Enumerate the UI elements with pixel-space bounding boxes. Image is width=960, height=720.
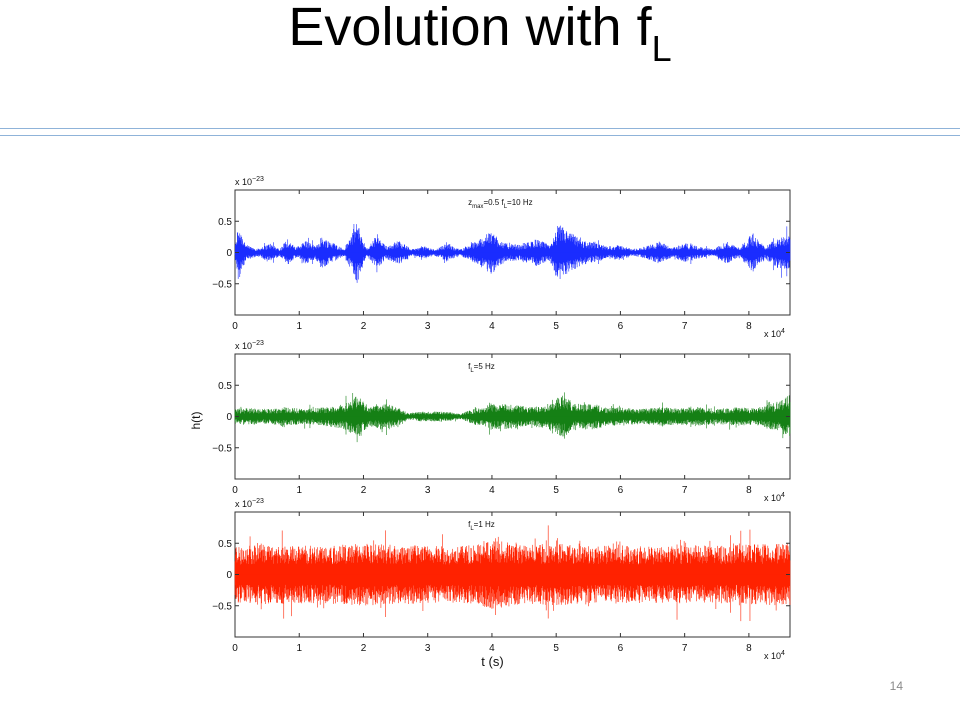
x-tick-label: 1 xyxy=(296,485,302,496)
y-exponent-label: x 10−23 xyxy=(235,176,264,187)
x-tick-label: 5 xyxy=(553,485,559,496)
x-tick-label: 2 xyxy=(361,321,367,332)
y-tick-label: 0 xyxy=(226,248,232,259)
chart-panel-1: 0.5 0 −0.5 0 1 2 3 4 5 6 7 8 x 10−23 x 104 zmax=0.5 fL… xyxy=(212,176,791,339)
y-tick-label: 0.5 xyxy=(218,381,232,392)
x-tick-label: 3 xyxy=(425,485,431,496)
title-subscript: L xyxy=(651,28,672,69)
title-divider-top xyxy=(0,128,960,129)
series-annotation: fL=1 Hz xyxy=(468,520,495,532)
y-exponent-label: x 10−23 xyxy=(235,498,264,509)
x-tick-label: 8 xyxy=(746,643,752,654)
x-tick-label: 8 xyxy=(746,485,752,496)
y-tick-label: −0.5 xyxy=(212,443,232,454)
x-tick-label: 0 xyxy=(232,321,238,332)
x-tick-label: 5 xyxy=(553,321,559,332)
x-tick-label: 6 xyxy=(618,321,624,332)
y-exponent-label: x 10−23 xyxy=(235,340,264,351)
x-tick-label: 5 xyxy=(553,643,559,654)
x-exponent-label: x 104 xyxy=(764,492,785,503)
x-tick-label: 1 xyxy=(296,643,302,654)
y-tick-label: 0.5 xyxy=(218,217,232,228)
y-tick-label: 0 xyxy=(226,412,232,423)
x-tick-label: 0 xyxy=(232,485,238,496)
y-tick-label: −0.5 xyxy=(212,279,232,290)
y-tick-label: 0 xyxy=(226,570,232,581)
y-tick-label: 0.5 xyxy=(218,539,232,550)
x-tick-label: 4 xyxy=(489,321,495,332)
x-exponent-label: x 104 xyxy=(764,650,785,661)
x-axis-label: t (s) xyxy=(481,654,503,669)
x-tick-label: 4 xyxy=(489,643,495,654)
title-divider-bottom xyxy=(0,135,960,136)
chart-panel-3: 0.5 0 −0.5 0 1 2 3 4 5 6 7 8 x 10−23 x 104 fL=1 Hz t (s… xyxy=(212,498,791,669)
x-tick-label: 6 xyxy=(618,643,624,654)
x-tick-label: 2 xyxy=(361,643,367,654)
x-tick-label: 7 xyxy=(682,643,688,654)
x-tick-label: 1 xyxy=(296,321,302,332)
x-tick-label: 8 xyxy=(746,321,752,332)
x-tick-label: 6 xyxy=(618,485,624,496)
waveform-chart-panels: 0.5 0 −0.5 0 1 2 3 4 5 6 7 8 x 10−23 x 104 zmax=0.5 fL… xyxy=(189,176,791,669)
x-tick-label: 7 xyxy=(682,321,688,332)
x-tick-label: 3 xyxy=(425,321,431,332)
x-tick-label: 3 xyxy=(425,643,431,654)
slide-title: Evolution with fL xyxy=(0,0,960,69)
y-tick-label: −0.5 xyxy=(212,601,232,612)
page-number: 14 xyxy=(889,679,903,693)
series-annotation: fL=5 Hz xyxy=(468,362,495,374)
title-main: Evolution with f xyxy=(288,0,652,57)
x-tick-label: 4 xyxy=(489,485,495,496)
x-tick-label: 7 xyxy=(682,485,688,496)
x-tick-label: 0 xyxy=(232,643,238,654)
figure: 0.5 0 −0.5 0 1 2 3 4 5 6 7 8 x 10−23 x 104 zmax=0.5 fL… xyxy=(180,165,800,675)
x-exponent-label: x 104 xyxy=(764,328,785,339)
series-annotation: zmax=0.5 fL=10 Hz xyxy=(468,198,533,210)
x-tick-label: 2 xyxy=(361,485,367,496)
chart-panel-2: 0.5 0 −0.5 0 1 2 3 4 5 6 7 8 x 10−23 x 104 fL=5 Hz h(t) xyxy=(189,340,791,503)
y-axis-label: h(t) xyxy=(189,411,203,429)
